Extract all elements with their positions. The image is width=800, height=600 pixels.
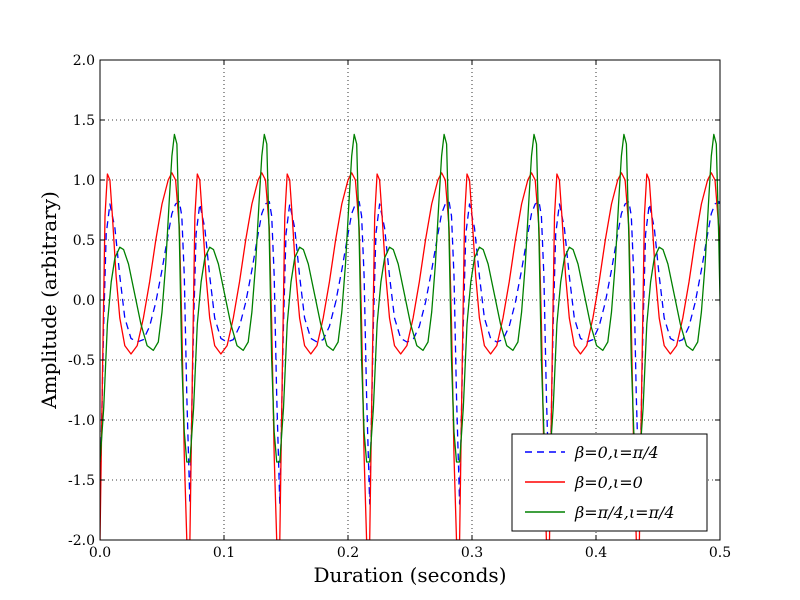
y-tick-label: 0.0 <box>73 293 95 309</box>
x-tick-label: 0.5 <box>709 545 731 561</box>
legend-label-red: β=0,ι=0 <box>574 473 643 492</box>
y-tick-label: -0.5 <box>68 353 95 369</box>
y-tick-label: 0.5 <box>73 233 95 249</box>
x-tick-label: 0.0 <box>89 545 111 561</box>
x-tick-label: 0.3 <box>461 545 483 561</box>
y-tick-label: -1.0 <box>68 413 95 429</box>
series-line-blue <box>100 200 720 505</box>
legend-label-blue: β=0,ι=π/4 <box>574 443 659 462</box>
series-group <box>100 133 720 540</box>
series-line-green <box>100 133 720 463</box>
y-tick-label: 2.0 <box>73 53 95 69</box>
y-tick-label: 1.0 <box>73 173 95 189</box>
y-tick-label: -1.5 <box>68 473 95 489</box>
y-tick-label: -2.0 <box>68 533 95 549</box>
x-tick-label: 0.4 <box>585 545 607 561</box>
y-axis-label: Amplitude (arbitrary) <box>37 191 61 410</box>
x-tick-label: 0.1 <box>213 545 235 561</box>
ticks: 0.0 0.1 0.2 0.3 0.4 0.5 -2.0 -1.5 -1.0 -0.5 0.0 0.5… <box>68 53 731 561</box>
legend: β=0,ι=π/4 β=0,ι=0 β=π/4,ι=π/4 <box>511 433 708 532</box>
x-axis-label: Duration (seconds) <box>313 563 506 587</box>
x-tick-label: 0.2 <box>337 545 359 561</box>
legend-label-green: β=π/4,ι=π/4 <box>574 503 675 522</box>
y-tick-label: 1.5 <box>73 113 95 129</box>
